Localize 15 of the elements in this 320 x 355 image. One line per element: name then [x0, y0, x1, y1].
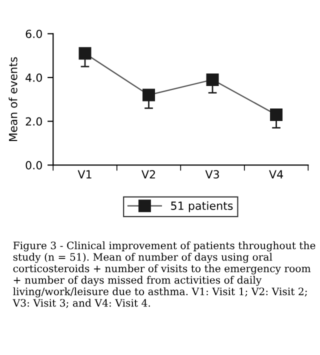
- x-tick-label: V2: [142, 170, 155, 178]
- y-axis-title: Mean of events: [8, 57, 18, 142]
- y-tick-label: 2.0: [26, 117, 42, 126]
- x-tick-label: V3: [205, 170, 219, 179]
- x-tick-label: V1: [78, 170, 92, 178]
- y-tick-label: 6.0: [26, 30, 42, 38]
- x-tick-label: V4: [269, 170, 283, 178]
- point: [78, 47, 92, 60]
- point: [206, 73, 219, 86]
- point: [270, 108, 283, 121]
- caption: Figure 3 - Clinical improvement of patients throughout the study (n = 51). Mean of number of days using oral corticosteroids + number of visits to the emergency room + number of days missed from activities of daily living/work/leisure due to asthma. V1: Visit 1; V2: Visit 2; V3: Visit 3; and V4: Visit 4.: [12, 241, 316, 308]
- y-tick-label: 0.0: [26, 161, 42, 170]
- point: [142, 88, 156, 102]
- legend-label: 51 patients: [171, 201, 233, 212]
- y-tick-label: 4.0: [26, 73, 42, 82]
